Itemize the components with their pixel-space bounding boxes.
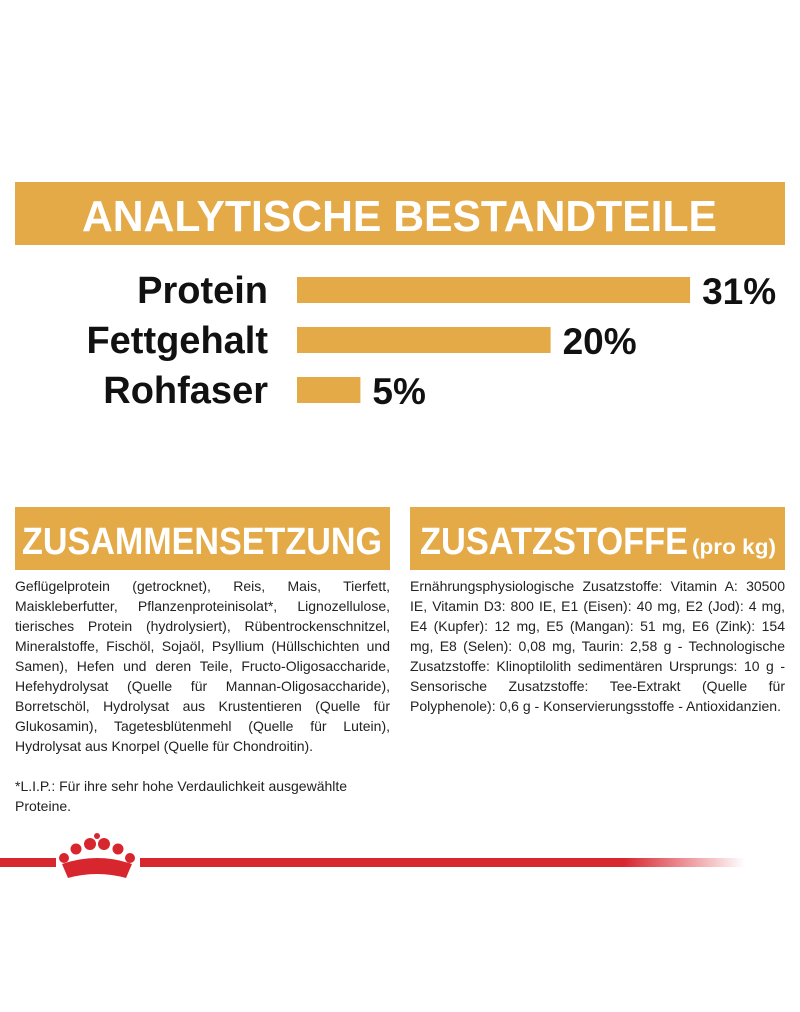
section-banner xyxy=(15,507,390,570)
value-label: 5% xyxy=(372,371,425,412)
section-text: Geflügelprotein (getrocknet), Reis, Mais… xyxy=(15,578,390,754)
divider xyxy=(0,858,56,867)
category-label: Fettgehalt xyxy=(86,320,268,362)
bar xyxy=(297,277,691,303)
chart: Protein 31% Fettgehalt 20% Rohfaser 5% xyxy=(86,270,776,412)
section-title: ZUSAMMENSETZUNG xyxy=(22,521,382,563)
bar xyxy=(297,327,551,353)
category-label: Rohfaser xyxy=(103,370,268,412)
divider xyxy=(140,858,745,867)
value-label: 20% xyxy=(563,321,637,362)
category-label: Protein xyxy=(137,270,268,312)
logo xyxy=(59,833,135,878)
section-banner xyxy=(410,507,785,570)
section-title-suffix: (pro kg) xyxy=(692,536,776,559)
bar xyxy=(297,377,361,403)
section-text: Ernährungsphysiologische Zusatzstoffe: V… xyxy=(410,578,785,714)
section-title: ZUSATZSTOFFE xyxy=(420,521,688,563)
title: ANALYTISCHE BESTANDTEILE xyxy=(82,192,717,241)
title-banner xyxy=(15,182,785,245)
section-note: *L.I.P.: Für ihre sehr hohe Verdaulichke… xyxy=(15,778,348,814)
value-label: 31% xyxy=(702,271,776,312)
